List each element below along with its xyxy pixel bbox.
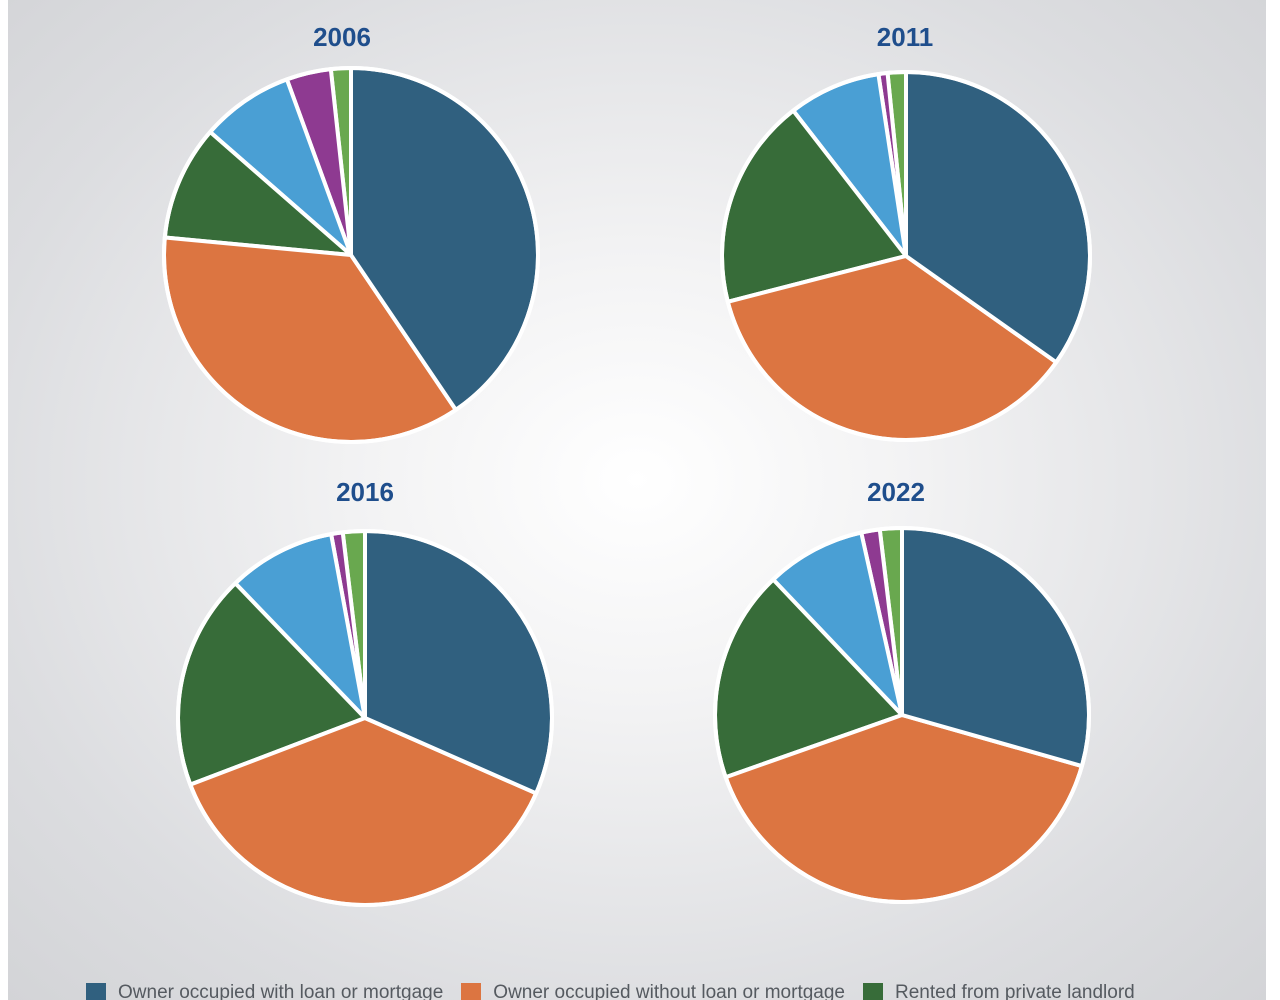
legend-swatch <box>86 983 106 1000</box>
pie-chart-2006: 2006 <box>162 22 540 445</box>
legend-swatch <box>863 983 883 1000</box>
legend: Owner occupied with loan or mortgage Own… <box>86 982 1153 1000</box>
pie-outline-2016 <box>176 529 554 907</box>
legend-label: Owner occupied with loan or mortgage <box>118 982 444 1000</box>
legend-item-rented-private: Rented from private landlord <box>863 982 1135 1000</box>
pie-outline-2022 <box>713 526 1091 904</box>
legend-item-owner-without-loan: Owner occupied without loan or mortgage <box>461 982 845 1000</box>
legend-label: Rented from private landlord <box>895 982 1135 1000</box>
pie-chart-2022: 2022 <box>713 477 1091 904</box>
pie-chart-2016: 2016 <box>176 477 554 907</box>
pie-outline-2011 <box>720 70 1092 442</box>
legend-item-owner-with-loan: Owner occupied with loan or mortgage <box>86 982 443 1000</box>
pie-charts-figure: 2006 2011 2016 2022 <box>162 22 1092 907</box>
legend-label: Owner occupied without loan or mortgage <box>493 982 845 1000</box>
pie-chart-2011: 2011 <box>720 22 1092 443</box>
pie-title-2016: 2016 <box>336 477 394 507</box>
pie-title-2006: 2006 <box>313 22 371 52</box>
pie-title-2022: 2022 <box>867 477 925 507</box>
pie-outline-2006 <box>162 66 540 444</box>
pie-title-2011: 2011 <box>877 22 933 52</box>
chart-panel: 2006 2011 2016 2022 Owner occupied with … <box>8 0 1266 1000</box>
legend-swatch <box>461 983 482 1000</box>
